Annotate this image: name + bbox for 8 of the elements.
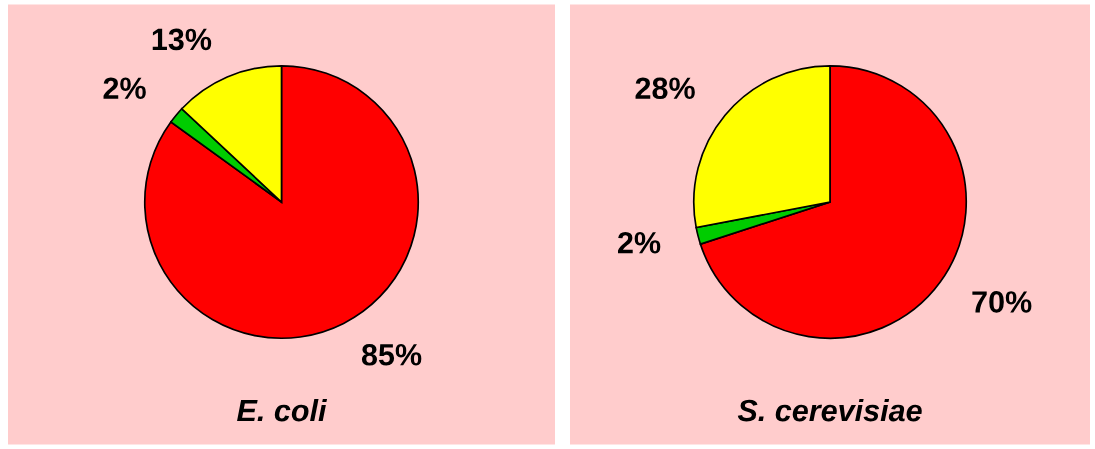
data-label: 28% bbox=[635, 77, 695, 100]
text: S. cerevisiae bbox=[737, 398, 922, 422]
data-label: 70% bbox=[972, 291, 1032, 313]
data-label: 2% bbox=[103, 77, 146, 100]
data-label: 2% bbox=[618, 231, 661, 254]
data-label: 13% bbox=[152, 28, 212, 51]
data-label: 85% bbox=[361, 343, 422, 366]
text: E. coli bbox=[237, 398, 328, 422]
